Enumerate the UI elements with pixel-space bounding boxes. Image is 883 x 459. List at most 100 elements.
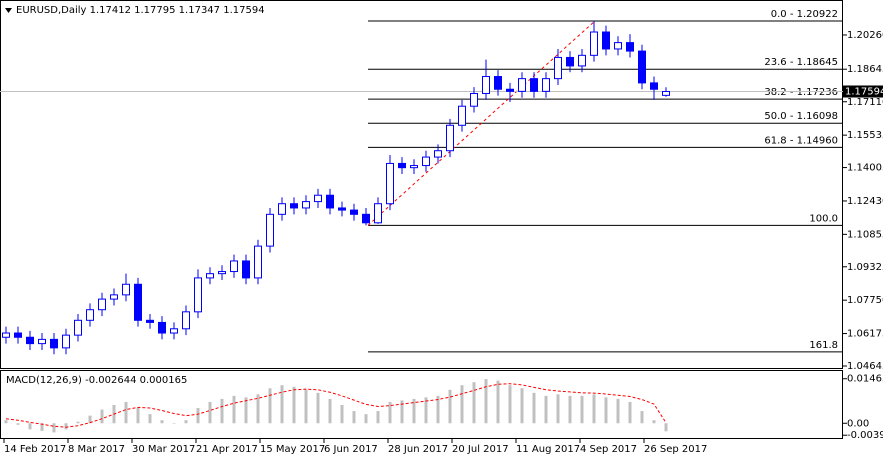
candle-body [182, 311, 190, 330]
candle-body [302, 201, 310, 209]
y-tick-label: 1.20260 [847, 30, 883, 41]
candle-body [14, 332, 22, 338]
candle-body [566, 56, 574, 67]
fib-label: 100.0 [809, 213, 838, 224]
current-price-box [843, 85, 883, 98]
candle-body [206, 273, 214, 279]
macd-bar [136, 408, 140, 424]
macd-bar [520, 388, 524, 424]
macd-bar [412, 398, 416, 424]
y-tick-label: 1.10855 [847, 229, 883, 240]
x-tick-label: 30 Mar 2017 [132, 444, 195, 455]
fib-label: 38.2 - 1.17236 [764, 87, 838, 98]
macd-bar [532, 392, 536, 424]
candle-body [506, 88, 514, 92]
candle-body [542, 78, 550, 92]
y-tick-label: 0.01463 [847, 374, 883, 385]
macd-bar [376, 411, 380, 424]
candle-body [554, 56, 562, 80]
y-tick-label: 1.04645 [847, 361, 883, 372]
candle-body [290, 203, 298, 209]
x-tick-label: 15 May 2017 [260, 444, 325, 455]
candle-body [170, 328, 178, 334]
macd-bar [424, 397, 428, 424]
macd-bar [208, 401, 212, 424]
candle-body [386, 162, 394, 205]
candle-body [146, 319, 154, 323]
candle-body [218, 271, 226, 275]
current-price-label: 1.17594 [845, 86, 883, 97]
macd-bar [16, 423, 20, 425]
candle-body [494, 76, 502, 90]
macd-bar [604, 397, 608, 424]
candle-body [62, 334, 70, 349]
macd-bar [484, 379, 488, 424]
macd-bar [40, 423, 44, 431]
candle-body [530, 78, 538, 92]
x-tick-label: 8 Mar 2017 [68, 444, 125, 455]
macd-bar [568, 395, 572, 424]
macd-bar [388, 401, 392, 424]
candle-body [434, 150, 442, 158]
y-tick-label: 1.14005 [847, 163, 883, 174]
macd-bar [160, 420, 164, 424]
y-tick-label: -0.003929 [847, 430, 883, 441]
candle-body [374, 203, 382, 224]
y-tick-label: 0.00 [847, 418, 869, 429]
macd-bar [220, 398, 224, 424]
macd-bar [256, 394, 260, 424]
macd-bar [292, 386, 296, 424]
candle-body [398, 162, 406, 169]
macd-bar [616, 398, 620, 424]
macd-bar [640, 411, 644, 424]
macd-bar [304, 389, 308, 424]
price-frame [0, 0, 843, 369]
candle-body [86, 309, 94, 321]
macd-bar [400, 400, 404, 424]
macd-frame [0, 370, 843, 439]
candle-body [314, 194, 322, 203]
macd-bar [556, 394, 560, 424]
x-tick-label: 28 Jun 2017 [388, 444, 448, 455]
x-tick-label: 21 Apr 2017 [196, 444, 258, 455]
candle-body [446, 124, 454, 152]
macd-bar [172, 423, 176, 424]
y-tick-label: 1.17110 [847, 97, 883, 108]
macd-bar [352, 411, 356, 424]
macd-bar [436, 395, 440, 424]
macd-bar [460, 385, 464, 424]
candle-body [338, 207, 346, 211]
macd-bar [4, 420, 8, 424]
macd-header: MACD(12,26,9) -0.002644 0.000165 [6, 375, 187, 386]
candle-body [662, 90, 670, 96]
macd-bar [28, 423, 32, 430]
candle-body [590, 31, 598, 56]
candle-body [134, 283, 142, 321]
macd-bar [472, 382, 476, 424]
y-tick-label: 1.07750 [847, 295, 883, 306]
macd-bar [580, 395, 584, 424]
candle-body [350, 209, 358, 215]
macd-bar [184, 420, 188, 424]
macd-bar [148, 414, 152, 424]
x-tick-label: 6 Jun 2017 [324, 444, 378, 455]
macd-bar [508, 385, 512, 424]
candle-body [578, 54, 586, 67]
x-tick-label: 11 Aug 2017 [516, 444, 580, 455]
candle-body [38, 338, 46, 345]
fib-label: 161.8 [809, 340, 838, 351]
candle-body [614, 42, 622, 50]
candle-body [74, 319, 82, 336]
candle-body [470, 92, 478, 107]
x-tick-label: 14 Feb 2017 [4, 444, 66, 455]
macd-bar [664, 423, 668, 432]
candle-body [242, 260, 250, 279]
macd-bar [592, 394, 596, 424]
y-tick-label: 1.18645 [847, 64, 883, 75]
macd-bar [544, 395, 548, 424]
macd-bar [64, 423, 68, 430]
candle-body [122, 283, 130, 296]
candle-body [362, 213, 370, 224]
macd-bar [88, 415, 92, 424]
